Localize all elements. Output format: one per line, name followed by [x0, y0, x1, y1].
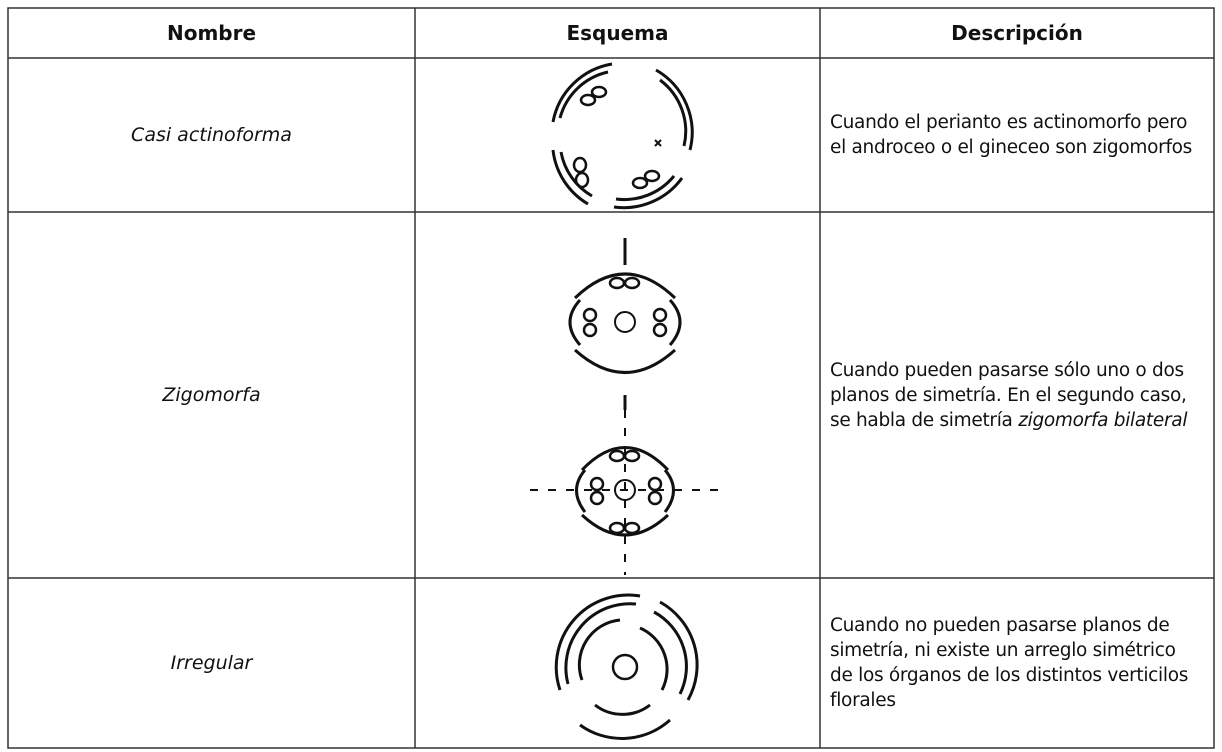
description-italic: zigomorfa bilateral — [1018, 409, 1188, 431]
diagram-zigomorfa — [530, 238, 720, 575]
description-cell: Cuando pueden pasarse sólo uno o dos pla… — [820, 212, 1214, 578]
description: Cuando pueden pasarse sólo uno o dos pla… — [830, 359, 1187, 431]
description-cell: Cuando no pueden pasarse planos de simet… — [820, 578, 1214, 748]
description-cell: Cuando el perianto es actinomorfo pero e… — [820, 58, 1214, 212]
table-border — [7, 7, 1215, 749]
header-cell: Descripción — [951, 21, 1083, 45]
description: Cuando el perianto es actinomorfo pero e… — [830, 112, 1193, 158]
name-cell: Zigomorfa — [162, 384, 261, 406]
diagram-casi-actinoforma — [551, 62, 694, 210]
diagram-irregular — [554, 593, 699, 740]
header-cell: Nombre — [166, 21, 257, 45]
header-cell: Esquema — [566, 21, 669, 45]
name-cell: Casi actinoforma — [131, 124, 292, 146]
name-cell: Irregular — [170, 652, 253, 674]
description: Cuando no pueden pasarse planos de simet… — [830, 615, 1189, 711]
